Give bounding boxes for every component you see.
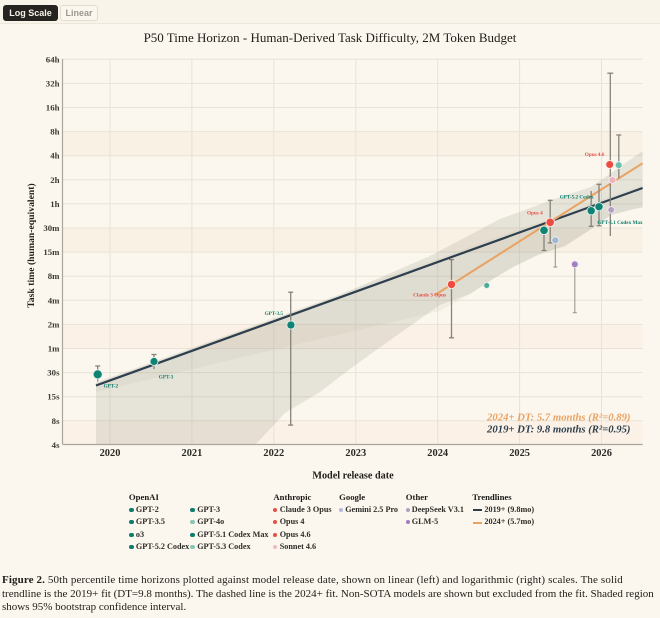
svg-text:2m: 2m [48, 319, 60, 329]
svg-text:2025: 2025 [509, 448, 530, 459]
svg-text:2019+ DT: 9.8 months (R²=0.95): 2019+ DT: 9.8 months (R²=0.95) [486, 424, 630, 436]
svg-text:2021: 2021 [182, 448, 203, 459]
svg-text:8m: 8m [48, 271, 60, 281]
svg-text:Model release date: Model release date [312, 471, 394, 482]
svg-text:1m: 1m [48, 344, 60, 354]
svg-text:Opus 4.6: Opus 4.6 [585, 152, 605, 158]
svg-text:15m: 15m [43, 247, 60, 257]
svg-text:1h: 1h [50, 199, 59, 209]
svg-text:2020: 2020 [100, 448, 121, 459]
svg-text:2026: 2026 [591, 448, 612, 459]
svg-text:32h: 32h [46, 78, 60, 88]
svg-text:GPT-2: GPT-2 [104, 384, 119, 390]
svg-text:8s: 8s [52, 416, 60, 426]
svg-text:30s: 30s [47, 368, 60, 378]
svg-text:4s: 4s [52, 440, 60, 450]
svg-text:64h: 64h [46, 54, 60, 64]
svg-text:8h: 8h [50, 127, 59, 137]
svg-text:2022: 2022 [263, 448, 284, 459]
svg-text:GPT-5.1 Codex Max: GPT-5.1 Codex Max [597, 220, 643, 226]
svg-text:GPT-3.5: GPT-3.5 [265, 311, 284, 317]
svg-text:15s: 15s [47, 392, 60, 402]
svg-text:Opus 4: Opus 4 [527, 210, 543, 216]
svg-text:4h: 4h [50, 151, 59, 161]
svg-text:30m: 30m [43, 223, 60, 233]
svg-text:2024+ DT: 5.7 months (R²=0.89): 2024+ DT: 5.7 months (R²=0.89) [486, 412, 630, 424]
svg-text:2h: 2h [50, 175, 59, 185]
svg-text:GPT-3: GPT-3 [159, 375, 174, 381]
svg-text:2023: 2023 [345, 448, 366, 459]
svg-text:16h: 16h [46, 103, 60, 113]
svg-text:Task time (human-equivalent): Task time (human-equivalent) [26, 183, 37, 308]
svg-text:4m: 4m [48, 295, 60, 305]
svg-text:Claude 3 Opus: Claude 3 Opus [413, 293, 446, 299]
svg-text:GPT-5.2 Codex: GPT-5.2 Codex [560, 195, 594, 201]
svg-text:2024: 2024 [427, 448, 448, 459]
